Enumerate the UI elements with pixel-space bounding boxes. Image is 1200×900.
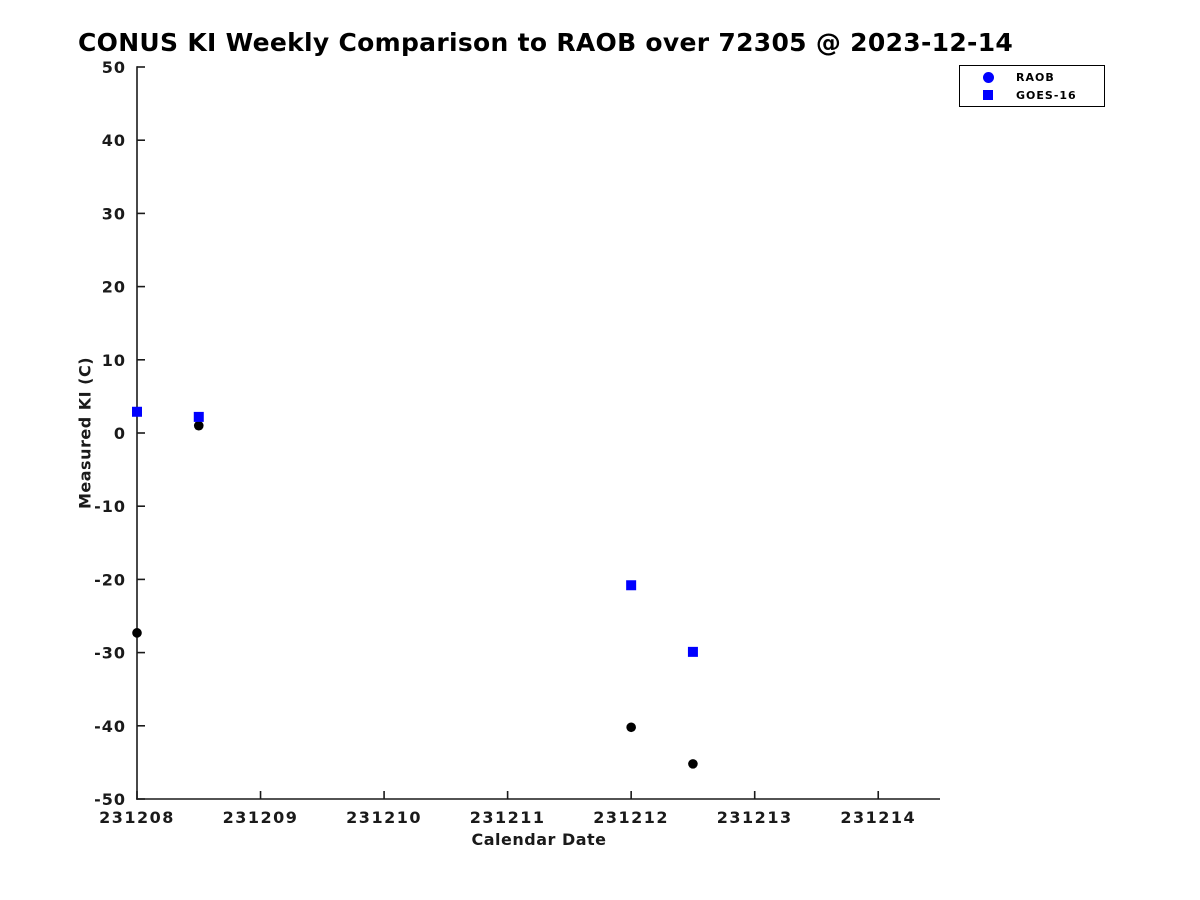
data-point-raob <box>193 420 204 431</box>
x-tick-label: 231211 <box>470 808 546 827</box>
y-tick-label: 10 <box>102 351 126 370</box>
legend-item-raob: RAOB <box>960 70 1104 85</box>
y-tick-label: -10 <box>94 497 126 516</box>
legend-label-raob: RAOB <box>1016 70 1055 84</box>
x-axis-label: Calendar Date <box>471 830 607 849</box>
legend: RAOB GOES-16 <box>959 65 1105 107</box>
data-point-goes-16 <box>132 406 142 417</box>
y-tick-label: -20 <box>94 570 126 589</box>
x-tick-label: 231212 <box>593 808 669 827</box>
x-tick-label: 231208 <box>99 808 175 827</box>
legend-item-goes16: GOES-16 <box>960 88 1104 103</box>
data-point-goes-16 <box>687 646 698 657</box>
legend-marker-wrap <box>960 90 1016 100</box>
y-tick-label: -50 <box>94 790 126 809</box>
x-tick-label: 231209 <box>223 808 299 827</box>
goes16-square-marker-icon <box>983 90 993 100</box>
data-point-raob <box>132 628 142 638</box>
y-tick-label: -40 <box>94 717 126 736</box>
x-tick-label: 231214 <box>840 808 916 827</box>
raob-circle-marker-icon <box>982 71 994 83</box>
y-tick-label: 30 <box>102 204 126 223</box>
data-point-raob <box>626 722 636 733</box>
x-tick-label: 231213 <box>717 808 793 827</box>
legend-label-goes16: GOES-16 <box>1016 88 1077 102</box>
legend-marker-wrap <box>960 71 1016 83</box>
x-tick-label: 231210 <box>346 808 422 827</box>
data-point-raob <box>688 759 698 769</box>
data-point-goes-16 <box>626 580 637 591</box>
y-tick-label: 20 <box>102 278 126 297</box>
y-axis-label: Measured KI (C) <box>75 356 95 510</box>
y-tick-label: -30 <box>94 644 126 663</box>
y-tick-label: 40 <box>102 131 126 150</box>
data-point-goes-16 <box>193 411 204 422</box>
chart-title: CONUS KI Weekly Comparison to RAOB over … <box>78 28 1014 57</box>
y-tick-label: 50 <box>102 58 126 77</box>
y-tick-label: 0 <box>114 424 126 443</box>
